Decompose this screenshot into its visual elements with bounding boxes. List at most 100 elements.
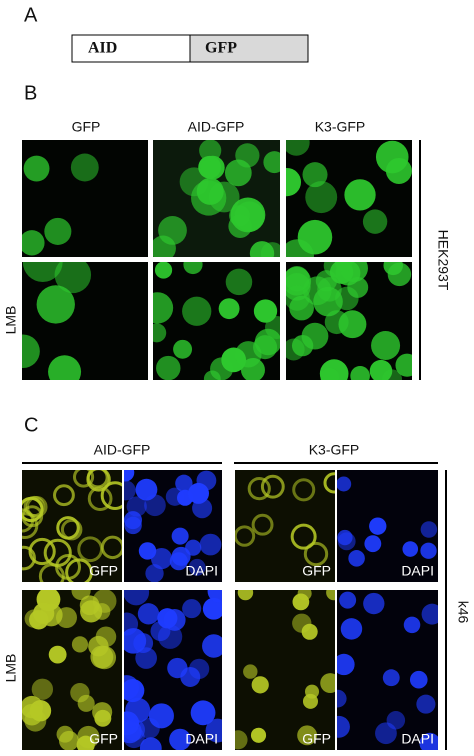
cell (235, 525, 256, 547)
channel-label: DAPI (185, 563, 218, 579)
cell (202, 597, 222, 620)
cell (323, 472, 335, 494)
cell (253, 299, 278, 323)
cell (337, 715, 350, 738)
cell (48, 645, 67, 664)
cell (71, 590, 91, 601)
aid-domain (71, 34, 191, 63)
cell (72, 470, 95, 488)
cell (153, 323, 167, 343)
cell (419, 732, 438, 750)
cell (156, 355, 181, 380)
domain-label: GFP (205, 40, 237, 57)
cell (22, 230, 45, 256)
gfp-domain (189, 34, 309, 63)
cell (363, 592, 385, 615)
cells (153, 262, 280, 380)
channel-label: DAPI (401, 731, 434, 747)
cell (54, 262, 92, 294)
cell (124, 470, 135, 482)
cell (337, 689, 347, 708)
cell (150, 547, 173, 570)
row-label: LMB (3, 306, 19, 335)
cell (265, 315, 280, 340)
cell (395, 353, 412, 377)
cell (344, 179, 376, 211)
cell (153, 235, 176, 257)
cell (154, 262, 173, 279)
domain-label: AID (88, 40, 117, 57)
cell (348, 550, 365, 567)
micrograph (153, 262, 280, 380)
cell (375, 140, 409, 174)
cell (22, 512, 39, 540)
cell (290, 523, 317, 550)
cell (371, 330, 401, 361)
cell (235, 143, 260, 168)
cell (48, 355, 82, 380)
cell (202, 634, 222, 658)
cell (173, 339, 193, 359)
group-label: K3-GFP (309, 442, 360, 458)
cell (59, 730, 79, 750)
cell (338, 310, 367, 339)
cell (65, 558, 93, 582)
cell (247, 477, 271, 501)
cell (291, 334, 314, 357)
cells (235, 472, 335, 567)
cell (420, 521, 438, 538)
cell (163, 609, 186, 631)
cell (218, 298, 240, 320)
micrograph (22, 590, 122, 750)
cell (382, 669, 400, 687)
cell (124, 726, 145, 749)
micrograph (286, 140, 412, 257)
cell (200, 155, 225, 180)
cell (235, 730, 248, 750)
cell (250, 727, 267, 743)
cell (22, 545, 36, 571)
micrograph (235, 590, 335, 750)
cell (145, 564, 164, 582)
cell (251, 513, 274, 536)
cell (350, 366, 370, 380)
micrograph (22, 140, 148, 257)
cells (22, 153, 99, 256)
cell (22, 334, 40, 369)
cell (305, 181, 338, 214)
micrograph (124, 470, 222, 582)
cell (169, 552, 188, 571)
cell (56, 516, 80, 540)
cell (188, 482, 210, 504)
cell (31, 678, 54, 700)
cell (190, 700, 216, 726)
cell (203, 370, 221, 380)
cells (235, 590, 335, 750)
cell (100, 481, 122, 510)
cell (253, 335, 278, 360)
column-label: K3-GFP (315, 119, 366, 135)
cell (199, 140, 222, 162)
cells (286, 140, 412, 257)
cell (182, 599, 202, 619)
cell (169, 728, 191, 750)
cell (76, 735, 95, 750)
cell (337, 532, 356, 551)
micrograph (286, 262, 412, 380)
cell (243, 664, 258, 679)
cell (416, 694, 436, 714)
side-label: HEK293T (435, 230, 451, 291)
cell (179, 167, 209, 197)
channel-label: GFP (302, 563, 331, 579)
cell (22, 262, 63, 283)
cell (225, 268, 253, 296)
cell (362, 209, 388, 234)
cell (139, 737, 162, 750)
cell (36, 285, 75, 324)
cell (364, 535, 382, 553)
cell (53, 484, 75, 507)
panel-label: A (24, 4, 38, 26)
cell (137, 603, 160, 625)
cell (286, 285, 310, 311)
cell (263, 151, 280, 174)
